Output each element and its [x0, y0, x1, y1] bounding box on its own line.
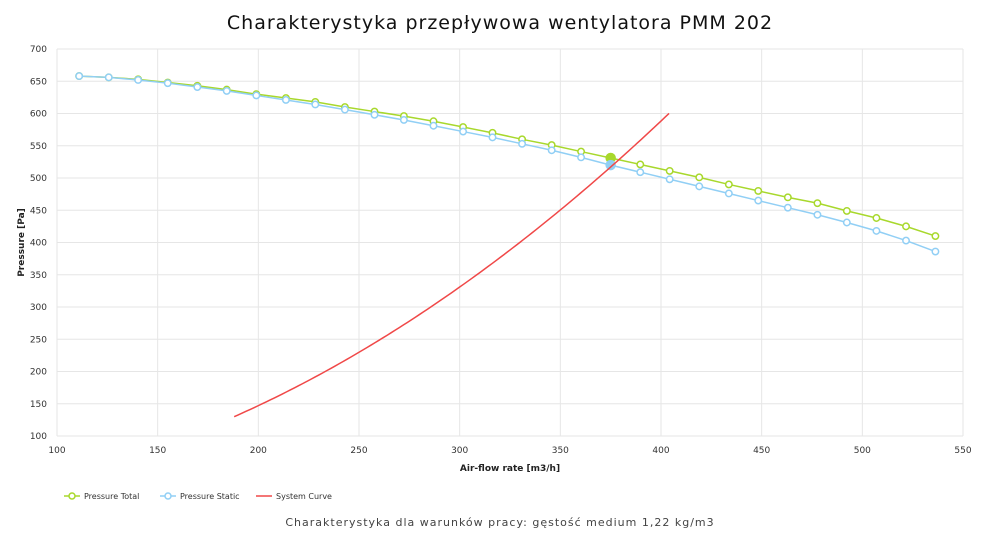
chart-title: Charakterystyka przepływowa wentylatora …: [226, 12, 774, 34]
data-point: [222, 86, 231, 95]
data-point: [902, 222, 910, 231]
legend-marker: [164, 492, 172, 500]
y-tick-label: 200: [30, 368, 47, 378]
y-tick-label: 600: [30, 110, 47, 120]
data-point: [605, 159, 616, 171]
y-axis-label: Pressure [Pa]: [17, 208, 27, 277]
data-point: [281, 96, 290, 104]
data-point: [134, 76, 143, 84]
data-point: [636, 168, 645, 177]
data-point: [931, 247, 940, 256]
legend-label: Pressure Total: [84, 492, 139, 501]
legend-label: System Curve: [276, 492, 332, 501]
system-curve-line: [233, 112, 670, 418]
data-point: [518, 139, 527, 148]
data-point: [636, 160, 645, 169]
data-point: [429, 121, 438, 130]
data-point: [488, 133, 497, 142]
y-tick-label: 550: [30, 142, 47, 152]
x-tick-label: 150: [149, 446, 166, 456]
data-point: [665, 175, 674, 184]
y-tick-label: 450: [30, 206, 47, 216]
data-point: [724, 189, 733, 198]
x-tick-label: 350: [552, 446, 569, 456]
data-point: [783, 193, 792, 202]
data-point: [399, 116, 408, 124]
data-point: [842, 206, 851, 215]
data-point: [370, 110, 379, 119]
data-point: [754, 186, 763, 195]
data-point: [665, 166, 674, 175]
series-line-1: [79, 75, 936, 253]
y-tick-label: 150: [30, 400, 47, 410]
data-point: [252, 91, 261, 100]
y-tick-label: 500: [30, 174, 47, 184]
chart-caption: Charakterystyka dla warunków pracy: gęst…: [285, 516, 715, 529]
y-tick-label: 350: [30, 271, 47, 281]
data-point: [340, 105, 349, 114]
data-point: [547, 146, 556, 155]
data-point: [695, 182, 704, 191]
y-tick-label: 100: [30, 432, 47, 442]
series-line-0: [79, 75, 936, 237]
y-tick-label: 300: [30, 303, 47, 313]
x-axis-label: Air-flow rate [m3/h]: [460, 464, 560, 474]
data-point: [842, 218, 851, 227]
y-tick-label: 250: [30, 335, 47, 345]
data-point: [754, 196, 763, 205]
y-tick-label: 400: [30, 239, 47, 249]
y-tick-label: 700: [30, 45, 47, 55]
data-point: [872, 214, 881, 222]
x-tick-label: 200: [250, 446, 267, 456]
x-tick-label: 250: [350, 446, 367, 456]
x-tick-label: 450: [753, 446, 770, 456]
x-tick-label: 550: [954, 446, 971, 456]
x-tick-label: 500: [854, 446, 871, 456]
x-tick-label: 300: [451, 446, 468, 456]
legend-marker: [68, 492, 76, 500]
data-point: [104, 73, 113, 82]
y-tick-label: 650: [30, 77, 47, 87]
data-point: [75, 72, 84, 81]
data-point: [311, 100, 320, 109]
data-point: [931, 232, 940, 241]
data-point: [577, 153, 586, 162]
data-point: [902, 236, 910, 245]
legend-label: Pressure Static: [180, 492, 240, 501]
data-point: [459, 127, 468, 136]
data-point: [813, 210, 822, 219]
data-point: [193, 83, 202, 92]
x-tick-label: 100: [48, 446, 65, 456]
x-tick-label: 400: [652, 446, 669, 456]
data-point: [813, 199, 822, 208]
data-point: [163, 79, 172, 88]
data-point: [695, 173, 704, 182]
data-point: [724, 180, 733, 189]
data-point: [872, 226, 881, 235]
data-point: [783, 203, 792, 212]
